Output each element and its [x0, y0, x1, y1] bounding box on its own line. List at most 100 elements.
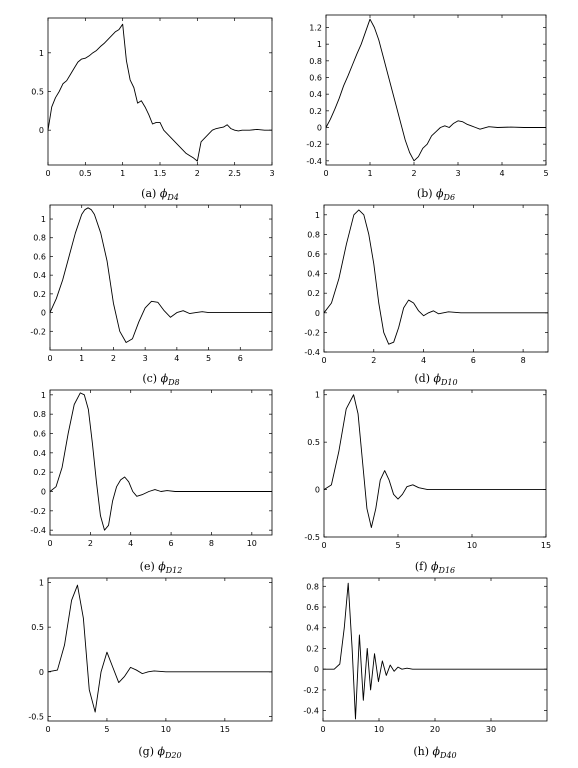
- panel-caption: (h) ϕD40: [413, 745, 456, 760]
- caption-subscript: D6: [443, 193, 456, 202]
- y-tick-label: 0.4: [307, 270, 320, 279]
- y-tick-label: 1: [39, 49, 44, 58]
- y-tick-label: 0.2: [33, 290, 46, 299]
- y-tick-label: 0.6: [309, 74, 322, 83]
- y-tick-label: 0.8: [33, 234, 46, 243]
- y-tick-label: 1: [315, 211, 320, 220]
- x-tick-label: 8: [521, 356, 526, 365]
- caption-label: (g): [138, 745, 157, 758]
- y-tick-label: -0.4: [304, 348, 320, 357]
- x-tick-label: 8: [209, 539, 214, 548]
- y-tick-label: 0.4: [306, 624, 319, 633]
- panel-g: 0 5 10 15-0.500.51(g) ϕD20: [28, 577, 273, 760]
- y-tick-label: 0.5: [31, 88, 44, 97]
- panel-b: 0 1 2 3 4 5 -0.4 -0.2 0 0.2 0.4 0.6 0.8 1 1.2 (b) ϕD6: [306, 14, 549, 202]
- x-tick-label: 0: [47, 354, 52, 363]
- y-tick-label: -0.4: [30, 526, 46, 535]
- caption-label: (e): [140, 560, 159, 573]
- x-tick-label: 30: [486, 725, 496, 734]
- caption-label: (d): [414, 372, 433, 385]
- x-tick-label: 1.5: [154, 169, 167, 178]
- x-tick-label: 3: [143, 354, 148, 363]
- panel-caption: (b) ϕD6: [417, 187, 455, 202]
- series-line: [325, 18, 546, 162]
- y-tick-label: -0.2: [30, 327, 46, 336]
- y-tick-label: 0.2: [309, 107, 322, 116]
- x-tick-label: 2: [88, 539, 93, 548]
- caption-label: (c): [142, 372, 160, 385]
- x-tick-label: 3: [269, 169, 274, 178]
- y-tick-label: 0.8: [33, 410, 46, 419]
- x-tick-label: 1: [120, 169, 125, 178]
- x-tick-label: 2: [111, 354, 116, 363]
- caption-subscript: D12: [165, 566, 183, 575]
- x-tick-label: 6: [238, 354, 243, 363]
- y-tick-label: 0.6: [33, 252, 46, 261]
- axes-frame: [323, 204, 549, 353]
- y-tick-label: 0.6: [33, 430, 46, 439]
- x-tick-label: 5: [543, 169, 548, 178]
- y-tick-label: 0.8: [309, 57, 322, 66]
- caption-symbol: ϕ: [158, 560, 166, 573]
- y-tick-label: 1: [315, 391, 320, 400]
- x-tick-label: 20: [430, 725, 440, 734]
- y-tick-label: 1: [39, 578, 44, 587]
- x-tick-label: 1: [367, 169, 372, 178]
- caption-subscript: D8: [167, 378, 180, 387]
- y-tick-label: 0: [39, 668, 44, 677]
- axes-frame: [47, 577, 273, 722]
- series-line: [49, 207, 272, 343]
- x-tick-label: 4: [174, 354, 179, 363]
- panel-caption: (c) ϕD8: [142, 372, 179, 387]
- y-tick-label: 0.8: [307, 230, 320, 239]
- caption-label: (h): [413, 745, 432, 758]
- y-tick-label: 0: [41, 309, 46, 318]
- series-line: [47, 23, 272, 162]
- x-tick-label: 10: [467, 541, 477, 550]
- y-tick-label: 1.2: [309, 24, 322, 33]
- caption-label: (a): [141, 187, 160, 200]
- panel-f: 0 5 10 15-0.500.51(f) ϕD16: [304, 389, 551, 575]
- caption-symbol: ϕ: [434, 372, 442, 385]
- y-tick-label: -0.5: [304, 533, 320, 542]
- axes-frame: [49, 204, 273, 351]
- series-line: [323, 394, 546, 528]
- panel-caption: (a) ϕD4: [141, 187, 179, 202]
- axes-frame: [47, 17, 273, 166]
- x-tick-label: 0: [321, 356, 326, 365]
- caption-symbol: ϕ: [161, 372, 169, 385]
- x-tick-label: 0: [320, 725, 325, 734]
- x-tick-label: 15: [220, 725, 230, 734]
- x-tick-label: 10: [247, 539, 257, 548]
- caption-symbol: ϕ: [436, 187, 444, 200]
- panel-h: 0 10 20 30 -0.4 -0.2 0 0.2 0.4 0.6 0.8 (h) ϕD40: [303, 577, 548, 760]
- series-line: [323, 209, 548, 345]
- x-tick-label: 4: [128, 539, 133, 548]
- x-tick-label: 2: [195, 169, 200, 178]
- y-tick-label: 0.6: [307, 250, 320, 259]
- y-tick-label: 0.5: [31, 623, 44, 632]
- y-tick-label: 0: [41, 488, 46, 497]
- caption-subscript: D4: [166, 193, 179, 202]
- x-tick-label: 0: [47, 539, 52, 548]
- x-tick-label: 0: [323, 169, 328, 178]
- caption-subscript: D40: [439, 751, 457, 760]
- y-tick-label: 0: [315, 486, 320, 495]
- x-tick-label: 10: [374, 725, 384, 734]
- y-tick-label: 0: [315, 309, 320, 318]
- caption-subscript: D16: [438, 566, 456, 575]
- caption-subscript: D20: [164, 751, 182, 760]
- axes-frame: [325, 14, 547, 166]
- y-tick-label: 0: [314, 665, 319, 674]
- x-tick-label: 5: [104, 725, 109, 734]
- y-tick-label: 0.8: [306, 582, 319, 591]
- panel-caption: (e) ϕD12: [140, 560, 183, 575]
- x-tick-label: 0.5: [79, 169, 92, 178]
- panel-c: 0 1 2 3 4 5 6 -0.2 0 0.2 0.4 0.6 0.8 1 (c) ϕD8: [30, 204, 273, 387]
- caption-symbol: ϕ: [433, 745, 441, 758]
- series-line: [49, 392, 272, 531]
- panel-caption: (f) ϕD16: [415, 560, 455, 575]
- x-tick-label: 0: [321, 541, 326, 550]
- y-tick-label: 1: [317, 40, 322, 49]
- x-tick-label: 2: [371, 356, 376, 365]
